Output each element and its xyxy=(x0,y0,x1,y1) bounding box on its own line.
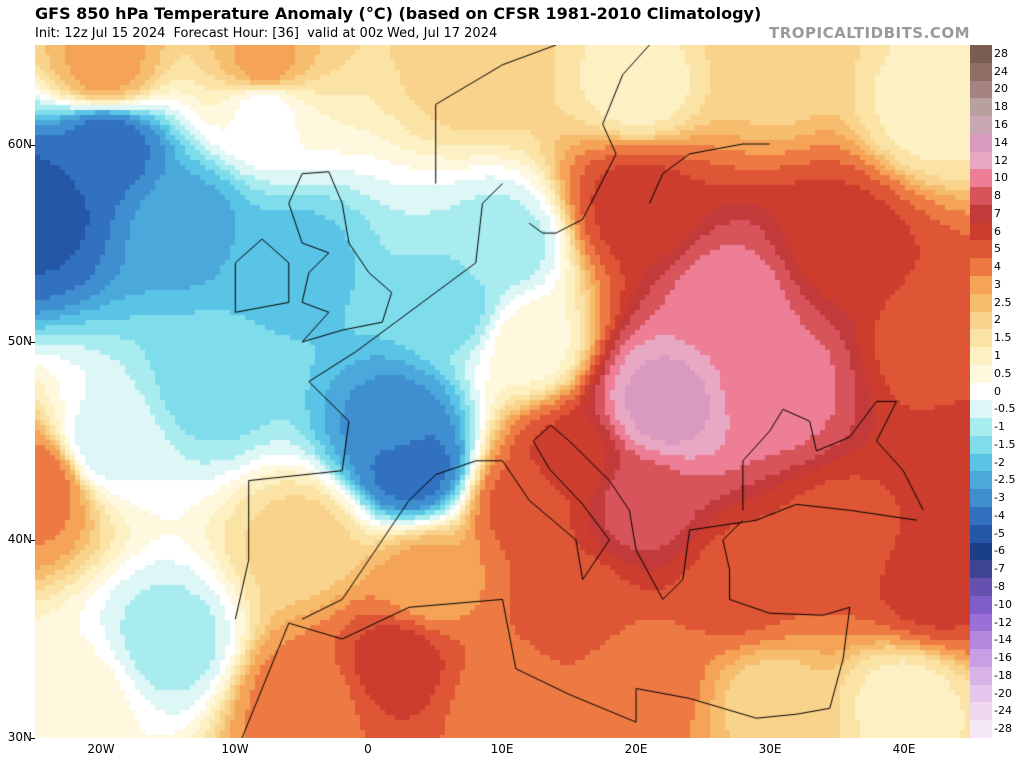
legend-label: 14 xyxy=(994,135,1008,149)
legend-swatch xyxy=(970,98,992,117)
legend-swatch xyxy=(970,276,992,295)
lon-label-10e: 10E xyxy=(490,742,514,756)
lat-label-50n: 50N xyxy=(0,334,35,348)
anomaly-map xyxy=(35,45,970,738)
legend-swatch xyxy=(970,329,992,348)
legend-label: -4 xyxy=(994,508,1005,522)
lon-label-0: 0 xyxy=(364,742,372,756)
legend-swatch xyxy=(970,293,992,313)
legend-swatch xyxy=(970,347,992,366)
legend-swatch xyxy=(970,560,992,579)
legend-label: -6 xyxy=(994,544,1005,558)
legend-swatch xyxy=(970,649,992,668)
legend-swatch xyxy=(970,80,992,99)
legend-swatch xyxy=(970,311,992,330)
legend-swatch xyxy=(970,471,992,490)
legend-swatch xyxy=(970,489,992,508)
legend-swatch xyxy=(970,453,992,472)
legend-swatch xyxy=(970,400,992,419)
legend-label: 4 xyxy=(994,260,1001,274)
legend-swatch xyxy=(970,578,992,597)
color-legend: 28 24 20 18 16 14 12 10 8 7 6 5 4 3 2.5 2 1.5 1 0.5 0 -0.5 -1… xyxy=(970,45,1022,739)
legend-label: -3 xyxy=(994,491,1005,505)
legend-label: -18 xyxy=(994,668,1012,682)
lon-label-30e: 30E xyxy=(758,742,782,756)
lon-label-40e: 40E xyxy=(892,742,916,756)
legend-label: -16 xyxy=(994,651,1012,665)
forecast-hour: Forecast Hour: [36] xyxy=(173,26,299,41)
legend-label: -14 xyxy=(994,633,1012,647)
legend-swatch xyxy=(970,45,992,64)
legend-swatch xyxy=(970,684,992,703)
legend-swatch xyxy=(970,524,992,544)
legend-label: 2.5 xyxy=(994,295,1012,309)
legend-swatch xyxy=(970,631,992,650)
legend-swatch xyxy=(970,613,992,632)
lat-label-40n: 40N xyxy=(0,532,35,546)
legend-label: 18 xyxy=(994,100,1008,114)
legend-swatch xyxy=(970,169,992,188)
legend-swatch xyxy=(970,382,992,401)
legend-label: -10 xyxy=(994,597,1012,611)
legend-label: 2 xyxy=(994,313,1001,327)
map-subtitle: Init: 12z Jul 15 2024 Forecast Hour: [36… xyxy=(35,26,501,41)
legend-swatch xyxy=(970,364,992,384)
legend-label: -5 xyxy=(994,526,1005,540)
legend-label: -20 xyxy=(994,686,1012,700)
legend-label: 7 xyxy=(994,206,1001,220)
lon-label-20e: 20E xyxy=(624,742,648,756)
legend-swatch xyxy=(970,133,992,153)
legend-swatch xyxy=(970,418,992,437)
legend-label: -24 xyxy=(994,704,1012,718)
legend-label: -2 xyxy=(994,455,1005,469)
lat-label-60n: 60N xyxy=(0,137,35,151)
init-time: Init: 12z Jul 15 2024 xyxy=(35,26,166,41)
legend-swatch xyxy=(970,240,992,259)
lon-label-20w: 20W xyxy=(87,742,115,756)
legend-swatch xyxy=(970,720,992,739)
legend-label: 3 xyxy=(994,277,1001,291)
legend-label: 16 xyxy=(994,117,1008,131)
legend-label: -2.5 xyxy=(994,473,1016,487)
legend-label: -12 xyxy=(994,615,1012,629)
legend-swatch xyxy=(970,702,992,721)
legend-label: 20 xyxy=(994,82,1008,96)
legend-label: -1 xyxy=(994,420,1005,434)
legend-label: -8 xyxy=(994,579,1005,593)
legend-swatch xyxy=(970,204,992,224)
legend-label: 12 xyxy=(994,153,1008,167)
legend-label: 10 xyxy=(994,171,1008,185)
legend-swatch xyxy=(970,151,992,170)
brand-watermark: TROPICALTIDBITS.COM xyxy=(769,24,970,42)
legend-label: 28 xyxy=(994,46,1008,60)
legend-swatch xyxy=(970,666,992,686)
legend-label: 24 xyxy=(994,64,1008,78)
legend-swatch xyxy=(970,258,992,277)
legend-swatch xyxy=(970,435,992,455)
legend-label: -7 xyxy=(994,562,1005,576)
legend-swatch xyxy=(970,187,992,206)
lat-label-30n: 30N xyxy=(0,730,35,744)
legend-swatch xyxy=(970,62,992,82)
map-title: GFS 850 hPa Temperature Anomaly (°C) (ba… xyxy=(35,4,762,23)
legend-swatch xyxy=(970,542,992,561)
legend-label: 1.5 xyxy=(994,331,1012,345)
legend-label: -28 xyxy=(994,722,1012,736)
legend-label: 1 xyxy=(994,348,1001,362)
legend-label: 5 xyxy=(994,242,1001,256)
legend-swatch xyxy=(970,595,992,615)
valid-time: valid at 00z Wed, Jul 17 2024 xyxy=(307,26,498,41)
legend-label: 8 xyxy=(994,189,1001,203)
legend-label: -1.5 xyxy=(994,437,1016,451)
legend-label: 0.5 xyxy=(994,366,1012,380)
legend-label: 0 xyxy=(994,384,1001,398)
legend-label: -0.5 xyxy=(994,402,1016,416)
legend-swatch xyxy=(970,116,992,135)
legend-label: 6 xyxy=(994,224,1001,238)
legend-swatch xyxy=(970,222,992,241)
legend-swatch xyxy=(970,507,992,526)
lon-label-10w: 10W xyxy=(221,742,249,756)
